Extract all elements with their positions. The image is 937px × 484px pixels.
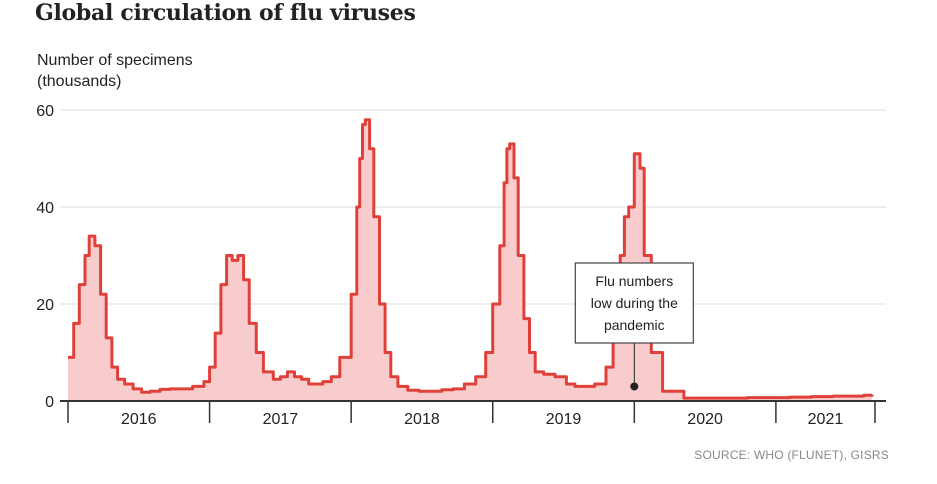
series-line [68, 118, 874, 400]
y-tick-label-0: 0 [45, 394, 54, 411]
annotation-text-line-3: pandemic [604, 317, 665, 333]
annotation-text-line-2: low during the [591, 295, 678, 311]
x-year-ticks: 2016 2017 2018 2019 2020 2021 [67, 401, 876, 428]
chart-title: Global circulation of flu viruses [35, 0, 416, 26]
series-area-fill [68, 119, 873, 401]
pandemic-annotation: Flu numbers low during the pandemic [574, 262, 694, 391]
source-note: SOURCE: WHO (FLUNET), GISRS [694, 448, 889, 462]
year-label-2018: 2018 [404, 411, 440, 428]
y-axis-label-line-1: Number of specimens [37, 52, 193, 69]
y-tick-label-20: 20 [36, 297, 54, 314]
y-axis-label: Number of specimens (thousands) [37, 50, 193, 92]
gridlines [60, 109, 886, 305]
y-axis-label-line-2: (thousands) [37, 73, 122, 90]
year-label-2019: 2019 [546, 411, 582, 428]
year-label-2016: 2016 [121, 411, 157, 428]
y-tick-labels: 0 20 40 60 [36, 103, 54, 411]
annotation-text-line-1: Flu numbers [595, 273, 673, 289]
year-label-2021: 2021 [808, 411, 844, 428]
annotation-dot [630, 382, 639, 391]
year-label-2017: 2017 [263, 411, 299, 428]
y-tick-label-60: 60 [36, 103, 54, 120]
annotation-box [574, 262, 694, 344]
year-label-2020: 2020 [687, 411, 723, 428]
y-tick-label-40: 40 [36, 200, 54, 217]
